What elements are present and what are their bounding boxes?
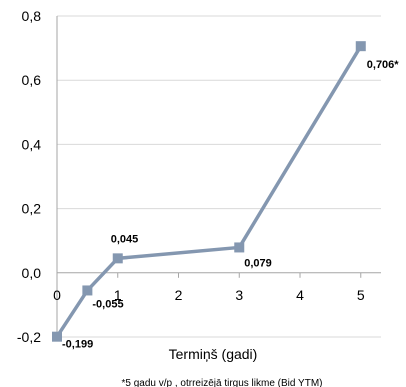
axes [56, 16, 381, 337]
footnote: *5 gadu v/p , otrreizējā tirgus likme (B… [121, 378, 322, 387]
data-label: 0,079 [244, 257, 272, 269]
data-point-marker [234, 242, 245, 253]
data-point-marker [112, 253, 123, 264]
y-tick-label: 0,2 [22, 201, 42, 217]
data-label: -0,199 [62, 339, 93, 351]
y-tick-label: 0,6 [22, 72, 42, 88]
data-point-marker [82, 285, 93, 296]
y-tick-label: 0,4 [22, 136, 42, 152]
x-tick-label: 0 [53, 287, 61, 303]
x-tick-label: 3 [235, 287, 243, 303]
x-tick-label: 5 [357, 287, 365, 303]
y-tick-label: 0,0 [22, 265, 42, 281]
data-labels: -0,199 -0,055 0,045 0,079 0,706* [62, 59, 399, 351]
x-tick-label: 2 [175, 287, 183, 303]
data-label: 0,706* [367, 59, 400, 71]
x-tick-labels: 0 1 2 3 4 5 [53, 287, 365, 303]
y-tick-label: 0,8 [22, 8, 42, 24]
x-tick-label: 1 [114, 287, 122, 303]
x-axis-label: Termiņš (gadi) [169, 346, 258, 362]
data-label: 0,045 [111, 233, 139, 245]
x-tick-label: 4 [296, 287, 304, 303]
data-label: -0,055 [92, 298, 123, 310]
data-point-marker [355, 41, 366, 52]
y-tick-label: -0,2 [17, 329, 41, 345]
y-tick-labels: -0,2 0,0 0,2 0,4 0,6 0,8 [17, 8, 41, 345]
series-line [55, 45, 363, 338]
gridlines [57, 15, 381, 338]
series-yield [52, 41, 366, 342]
data-point-marker [52, 331, 62, 342]
